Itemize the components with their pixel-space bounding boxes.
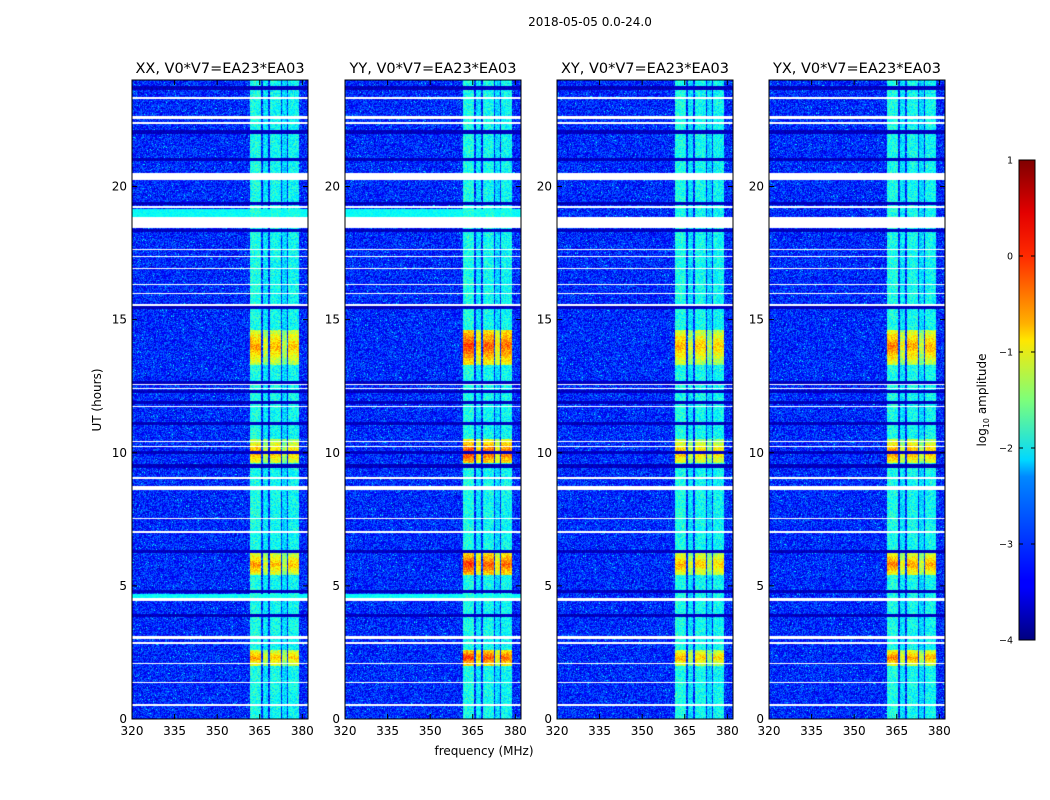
x-tick-label: 335	[588, 724, 611, 738]
axes-frame	[131, 79, 309, 720]
y-tick-label: 20	[749, 180, 764, 194]
x-axis-label: frequency (MHz)	[434, 744, 533, 758]
x-tick-label: 380	[504, 724, 527, 738]
y-tick-label: 5	[544, 579, 552, 593]
heatmap-image	[132, 80, 308, 719]
x-tick-label: 350	[631, 724, 654, 738]
y-tick-label: 15	[325, 313, 340, 327]
x-tick-label: 320	[334, 724, 357, 738]
axes-frame	[768, 79, 946, 720]
y-tick-label: 20	[112, 180, 127, 194]
y-tick-label: 0	[332, 712, 340, 726]
heatmap-image	[345, 80, 521, 719]
panels: XX, V0*V7=EA23*EA03 320 335 350 365 380 0 5 10 15…	[112, 61, 951, 738]
y-tick-label: 15	[112, 313, 127, 327]
x-tick-label: 350	[206, 724, 229, 738]
colorbar-tick-label: −3	[999, 540, 1013, 551]
colorbar-label: log10 amplitude	[975, 354, 991, 447]
heatmap-image	[557, 80, 733, 719]
x-tick-label: 335	[163, 724, 186, 738]
panel-2: YY, V0*V7=EA23*EA03 320 335 350 365 380 0 5 10 15…	[325, 61, 527, 738]
y-tick-label: 5	[756, 579, 764, 593]
x-tick-label: 380	[291, 724, 314, 738]
colorbar-ticks: 1 0 −1 −2 −3 −4	[999, 156, 1035, 647]
x-tick-label: 350	[843, 724, 866, 738]
y-tick-label: 20	[325, 180, 340, 194]
panel-3: XY, V0*V7=EA23*EA03 320 335 350 365 380 0 5 10 15…	[537, 61, 739, 738]
y-tick-label: 10	[749, 446, 764, 460]
x-tick-label: 365	[248, 724, 271, 738]
panel-title: XY, V0*V7=EA23*EA03	[561, 61, 729, 77]
y-tick-label: 10	[325, 446, 340, 460]
panel-4: YX, V0*V7=EA23*EA03 320 335 350 365 380 0 5 10 15…	[749, 61, 951, 738]
heatmap-image	[769, 80, 945, 719]
x-tick-label: 380	[928, 724, 951, 738]
y-axis-label: UT (hours)	[90, 368, 104, 431]
x-tick-label: 365	[461, 724, 484, 738]
suptitle: 2018-05-05 0.0-24.0	[528, 15, 652, 29]
x-tick-label: 320	[546, 724, 569, 738]
axes-frame	[556, 79, 734, 720]
colorbar: 10−1−2−3−4 log10 amplitude	[975, 156, 1036, 647]
panel-title: YY, V0*V7=EA23*EA03	[349, 61, 517, 77]
y-tick-label: 0	[119, 712, 127, 726]
colorbar-label-sub: 10	[982, 418, 991, 428]
axes-frame	[344, 79, 522, 720]
x-tick-label: 335	[800, 724, 823, 738]
colorbar-tick-label: 1	[1007, 156, 1013, 167]
colorbar-tick-label: −4	[999, 636, 1013, 647]
colorbar-tick-label: −2	[999, 444, 1013, 455]
x-tick-label: 350	[419, 724, 442, 738]
panel-title: XX, V0*V7=EA23*EA03	[135, 61, 304, 77]
y-tick-label: 0	[544, 712, 552, 726]
panel-title: YX, V0*V7=EA23*EA03	[772, 61, 941, 77]
colorbar-label-log: log	[975, 428, 989, 446]
y-tick-label: 20	[537, 180, 552, 194]
y-tick-label: 10	[537, 446, 552, 460]
colorbar-tick-label: −1	[999, 348, 1013, 359]
y-tick-label: 15	[537, 313, 552, 327]
y-tick-label: 5	[119, 579, 127, 593]
x-tick-label: 320	[758, 724, 781, 738]
colorbar-gradient	[1018, 159, 1036, 641]
x-tick-label: 335	[376, 724, 399, 738]
y-tick-label: 15	[749, 313, 764, 327]
colorbar-tick-label: 0	[1007, 252, 1013, 263]
y-tick-label: 0	[756, 712, 764, 726]
x-tick-label: 320	[121, 724, 144, 738]
y-tick-label: 10	[112, 446, 127, 460]
colorbar-label-rest: amplitude	[975, 354, 989, 418]
x-tick-label: 365	[673, 724, 696, 738]
x-tick-label: 380	[716, 724, 739, 738]
x-tick-label: 365	[885, 724, 908, 738]
y-tick-label: 5	[332, 579, 340, 593]
panel-1: XX, V0*V7=EA23*EA03 320 335 350 365 380 0 5 10 15…	[112, 61, 314, 738]
